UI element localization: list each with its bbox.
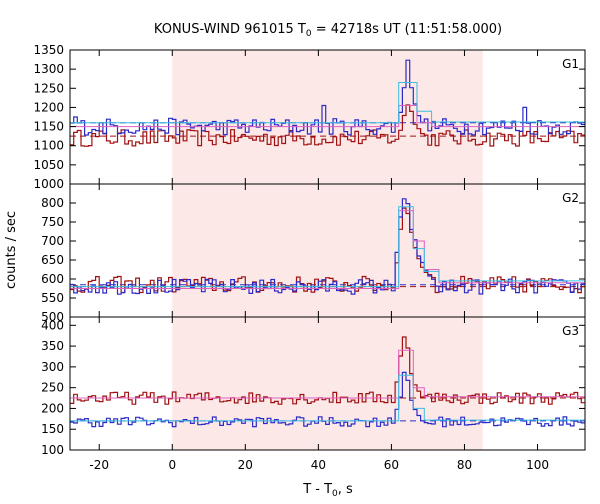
panel-frame bbox=[69, 316, 586, 451]
y-tick-label: 1300 bbox=[33, 62, 64, 76]
y-tick-label: 300 bbox=[41, 360, 64, 374]
panel-plot-area bbox=[70, 336, 585, 428]
x-tick-label: 0 bbox=[168, 458, 176, 472]
chart-title: KONUS-WIND 961015 T0 = 42718s UT (11:51:… bbox=[154, 22, 502, 39]
panel-label: G2 bbox=[562, 191, 579, 205]
highlight-interval bbox=[172, 50, 483, 184]
model-cyan bbox=[70, 82, 585, 124]
model-magenta bbox=[70, 349, 585, 399]
y-tick-label: 700 bbox=[41, 234, 64, 248]
panel-plot-area bbox=[70, 198, 585, 295]
y-tick-label: 1150 bbox=[33, 120, 64, 134]
y-tick-label: 200 bbox=[41, 401, 64, 415]
y-tick-label: 1050 bbox=[33, 158, 64, 172]
model-cyan bbox=[70, 374, 585, 422]
y-tick-label: 150 bbox=[41, 422, 64, 436]
y-tick-label: 750 bbox=[41, 215, 64, 229]
panel-label: G1 bbox=[562, 57, 579, 71]
y-tick-label: 100 bbox=[41, 443, 64, 457]
series-red bbox=[70, 104, 585, 147]
x-tick-label: 20 bbox=[238, 458, 253, 472]
panels-group: 10001050110011501200125013001350G1500550… bbox=[33, 43, 586, 472]
highlight-interval bbox=[172, 184, 483, 317]
model-cyan bbox=[70, 206, 585, 288]
y-tick-label: 550 bbox=[41, 291, 64, 305]
highlight-interval bbox=[172, 317, 483, 450]
y-tick-label: 400 bbox=[41, 318, 64, 332]
panel-plot-area bbox=[70, 59, 585, 147]
y-tick-label: 1350 bbox=[33, 43, 64, 57]
y-tick-label: 1000 bbox=[33, 177, 64, 191]
x-tick-label: -20 bbox=[89, 458, 109, 472]
y-tick-label: 1250 bbox=[33, 81, 64, 95]
x-axis-label: T - T0, s bbox=[302, 482, 353, 499]
y-tick-label: 250 bbox=[41, 381, 64, 395]
y-tick-label: 500 bbox=[41, 310, 64, 324]
x-tick-label: 80 bbox=[457, 458, 472, 472]
panel-g2: 500 550 600 650 700 750 800 G2 bbox=[41, 183, 586, 324]
y-tick-label: 350 bbox=[41, 339, 64, 353]
y-tick-label: 1200 bbox=[33, 100, 64, 114]
panel-g3: 100 150 200 250 300 350 400 G3 bbox=[41, 316, 586, 457]
y-axis-label: counts / sec bbox=[4, 211, 19, 289]
panel-g1: 1000 1050 1100 1150 1200 1250 1300 1350 G1 bbox=[33, 43, 586, 191]
x-tick-label: 60 bbox=[384, 458, 399, 472]
y-tick-label: 600 bbox=[41, 272, 64, 286]
y-tick-label: 1100 bbox=[33, 139, 64, 153]
x-tick-label: 100 bbox=[526, 458, 549, 472]
y-tick-label: 800 bbox=[41, 196, 64, 210]
series-blue bbox=[70, 59, 585, 136]
x-tick-label: 40 bbox=[311, 458, 326, 472]
panel-label: G3 bbox=[562, 324, 579, 338]
y-tick-label: 650 bbox=[41, 253, 64, 267]
